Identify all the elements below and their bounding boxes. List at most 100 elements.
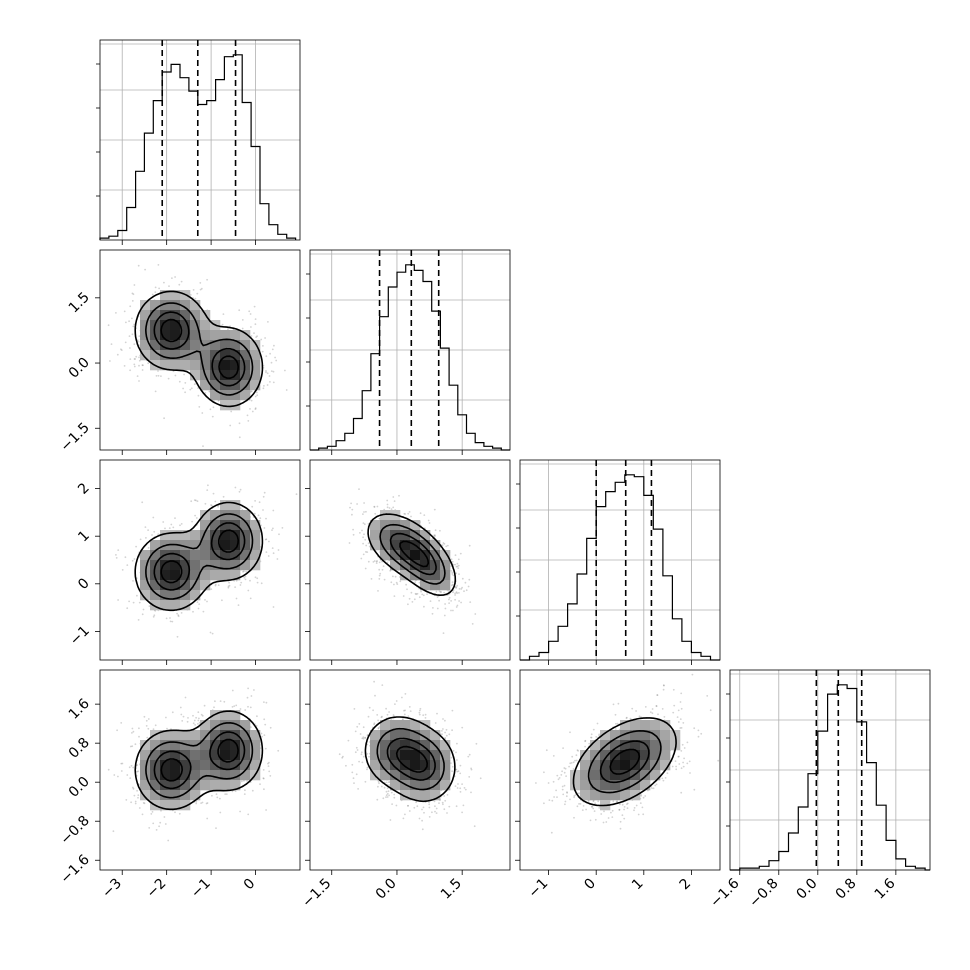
scatter-point [219, 700, 222, 702]
scatter-point [110, 343, 113, 345]
density-block [230, 710, 241, 721]
scatter-point [93, 282, 95, 284]
scatter-point [263, 718, 266, 721]
density-block [160, 750, 171, 761]
scatter-point [352, 533, 355, 536]
scatter-point [254, 323, 257, 326]
scatter-point [129, 305, 132, 308]
density-block [400, 560, 411, 571]
scatter-point [260, 338, 263, 341]
scatter-point [233, 705, 236, 707]
scatter-point [157, 374, 160, 377]
scatter-point [132, 786, 134, 789]
contour-lines [134, 710, 264, 811]
scatter-point [136, 764, 139, 766]
scatter-point [136, 789, 139, 792]
scatter-point [200, 802, 203, 804]
density-block [150, 540, 161, 551]
scatter-point [256, 391, 258, 394]
scatter-point [206, 278, 209, 281]
density-block [220, 720, 231, 731]
scatter-point [352, 528, 354, 531]
density-block [190, 770, 201, 781]
density-block [210, 740, 221, 751]
density-block [380, 550, 391, 561]
density-block [160, 560, 171, 571]
scatter-point [157, 533, 160, 535]
scatter-point [273, 344, 275, 347]
scatter-point [418, 713, 421, 716]
scatter-point [349, 506, 351, 509]
density-block [190, 550, 201, 561]
scatter-point [179, 706, 182, 709]
scatter-point [260, 732, 263, 735]
scatter-point [136, 770, 138, 773]
density-block [220, 540, 231, 551]
scatter-point [195, 716, 198, 719]
scatter-point [430, 538, 433, 541]
density-block [230, 540, 241, 551]
scatter-point [450, 570, 453, 572]
scatter-point [388, 784, 391, 786]
scatter-point [436, 596, 439, 598]
contour-line [134, 710, 264, 811]
scatter-point [195, 517, 198, 519]
density-block [200, 720, 211, 731]
density-block [140, 750, 151, 761]
scatter-point [174, 374, 177, 377]
scatter-point [117, 549, 120, 551]
scatter-point [392, 575, 394, 578]
scatter-point [269, 775, 272, 777]
scatter-point [227, 328, 229, 331]
scatter-point [137, 796, 139, 799]
scatter-point [217, 584, 220, 586]
scatter-point [137, 264, 140, 267]
density-block [180, 300, 191, 311]
density-block [240, 730, 251, 741]
scatter-point [141, 369, 144, 371]
scatter-point [263, 491, 266, 494]
scatter-point [154, 724, 157, 727]
scatter-point [138, 727, 140, 730]
scatter-point [180, 523, 183, 525]
scatter-point [454, 554, 457, 557]
scatter-point [263, 701, 265, 703]
pair-panel-2-0 [99, 459, 301, 661]
density-block [190, 760, 201, 771]
scatter-point [203, 704, 206, 707]
scatter-point [234, 790, 237, 792]
scatter-point [455, 606, 458, 608]
scatter-point [351, 513, 353, 516]
scatter-point [210, 504, 213, 507]
density-block [180, 770, 191, 781]
density-block [220, 740, 231, 751]
density-block [220, 370, 231, 381]
scatter-point [239, 488, 242, 491]
scatter-point [390, 791, 393, 794]
scatter-point [197, 394, 200, 397]
scatter-point [365, 551, 367, 553]
scatter-point [373, 560, 376, 562]
scatter-point [204, 599, 206, 601]
scatter-point [361, 737, 364, 740]
density-block [230, 550, 241, 561]
pair-panel-1-0 [93, 249, 301, 451]
scatter-point [129, 358, 132, 360]
density-block [210, 340, 221, 351]
scatter-point [272, 509, 275, 512]
density-block [240, 560, 251, 571]
scatter-point [120, 762, 123, 765]
scatter-point [373, 505, 376, 508]
scatter-point [471, 623, 474, 625]
density-block [160, 770, 171, 781]
scatter-point [239, 708, 242, 710]
density-block [420, 530, 431, 541]
pair-panel-2-1 [309, 459, 511, 661]
scatter-point [182, 715, 185, 718]
scatter-point [394, 575, 397, 578]
scatter-point [152, 728, 155, 731]
scatter-point [144, 268, 147, 271]
density-block [150, 300, 161, 311]
density-block [220, 510, 231, 521]
scatter-point [206, 802, 209, 804]
